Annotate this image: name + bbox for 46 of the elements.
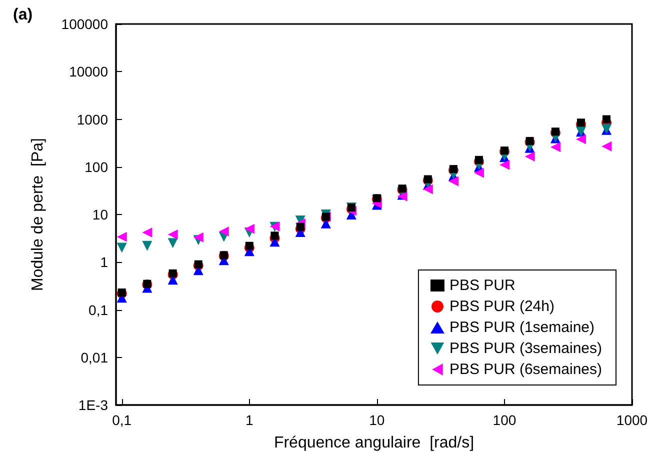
point xyxy=(576,118,585,127)
point xyxy=(550,142,560,152)
point xyxy=(116,242,127,253)
y-tick-label: 100000 xyxy=(61,16,108,32)
point xyxy=(142,227,152,238)
x-tick-label: 1000 xyxy=(616,412,648,428)
point xyxy=(526,136,534,145)
legend-label: PBS PUR xyxy=(449,277,516,294)
point xyxy=(116,232,127,242)
point xyxy=(601,141,612,152)
point xyxy=(270,232,279,240)
legend-label: PBS PUR (24h) xyxy=(449,298,554,315)
point xyxy=(576,134,586,144)
text: (a) xyxy=(13,6,33,24)
x-tick-label: 0,1 xyxy=(112,412,132,428)
legend-label: PBS PUR (6semaines) xyxy=(449,361,602,378)
point xyxy=(524,152,535,162)
y-tick-label: 1E-3 xyxy=(78,397,108,413)
point xyxy=(168,230,178,240)
y-tick-label: 0,01 xyxy=(80,349,108,366)
point xyxy=(218,226,229,236)
point xyxy=(448,176,458,186)
point xyxy=(296,222,304,231)
point xyxy=(602,115,610,124)
legend-label: PBS PUR (3semaines) xyxy=(449,340,602,357)
point xyxy=(142,240,152,251)
point xyxy=(422,184,433,194)
y-tick-label: 1 xyxy=(100,254,108,270)
y-tick-label: 1000 xyxy=(76,111,108,128)
point xyxy=(474,156,483,164)
x-tick-label: 10 xyxy=(369,412,385,428)
point xyxy=(193,232,204,242)
point xyxy=(474,168,484,178)
point xyxy=(499,160,510,170)
point xyxy=(245,242,254,250)
x-axis-title: Fréquence angulaire [rad/s] xyxy=(274,434,474,452)
point xyxy=(244,224,254,234)
point xyxy=(168,238,178,248)
x-tick-label: 100 xyxy=(492,412,516,428)
y-tick-label: 10 xyxy=(92,206,108,222)
y-tick-label: 100 xyxy=(84,158,108,175)
x-tick-label: 1 xyxy=(245,412,254,428)
legend-label: PBS PUR (1semaine) xyxy=(449,319,595,336)
y-axis-title: Module de perte [Pa] xyxy=(30,138,46,291)
y-tick-label: 0,1 xyxy=(88,302,108,318)
y-tick-label: 10000 xyxy=(69,64,108,80)
